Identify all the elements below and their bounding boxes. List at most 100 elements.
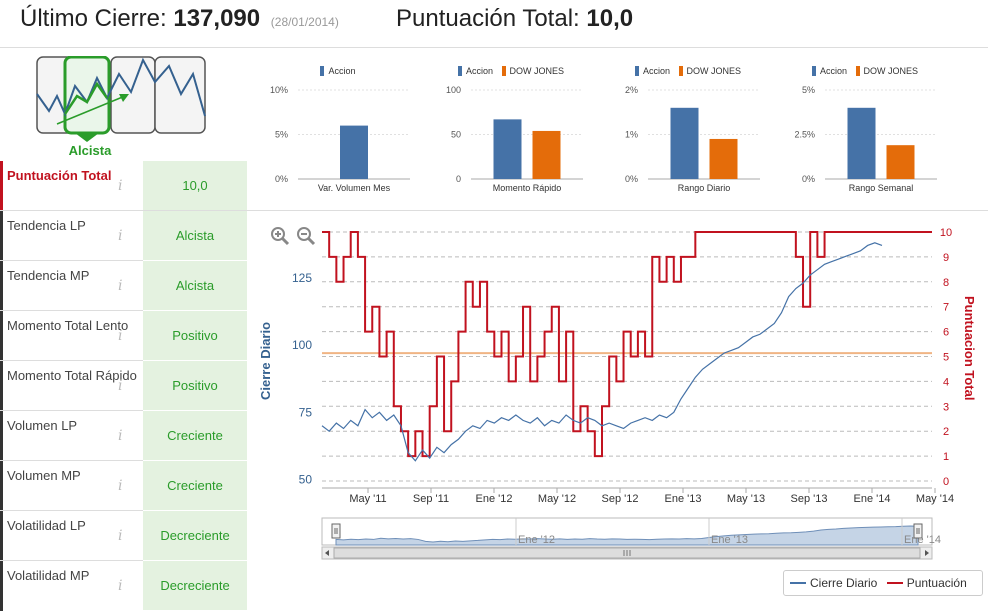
bar-chart: 10% 5% 0% Var. Volumen Mes: [270, 85, 410, 193]
navigator-label: Ene '13: [711, 534, 748, 546]
info-icon[interactable]: i: [118, 178, 123, 194]
main-chart-legend[interactable]: Cierre Diario Puntuación: [783, 570, 983, 596]
mini-chart: Accion DOW JONES 5% 2.5% 0% Rango Semanal: [777, 60, 947, 200]
rating-row-volumen-mp: Volumen MP i Creciente: [0, 461, 247, 511]
rating-value: Positivo: [143, 311, 247, 361]
rating-value: Decreciente: [143, 561, 247, 611]
rating-row-volatilidad-mp: Volatilidad MP i Decreciente: [0, 561, 247, 611]
y2-tick-label: 2: [943, 426, 949, 438]
legend-label: Accion: [819, 66, 847, 76]
scroll-left-arrow-icon: [325, 550, 329, 556]
rating-value: Positivo: [143, 361, 247, 411]
bar-accion: [340, 125, 368, 179]
zoom-out-icon[interactable]: [296, 226, 316, 246]
legend-swatch: [634, 66, 639, 76]
y-tick-label: 2%: [625, 85, 638, 95]
y2-tick-label: 1: [943, 451, 949, 463]
legend-swatch: [678, 66, 683, 76]
legend-line-swatch: [886, 582, 903, 584]
x-tick-label: Sep '13: [791, 493, 828, 505]
ratings-table: Puntuación Total i 10,0 Tendencia LP i A…: [0, 161, 247, 611]
total-score-value: 10,0: [586, 5, 634, 32]
x-tick-label: Ene '13: [665, 493, 702, 505]
info-icon[interactable]: i: [118, 378, 123, 394]
legend-label: Puntuación: [906, 576, 967, 590]
legend-label: Accion: [328, 66, 356, 76]
bar-dow-jones: [709, 138, 738, 179]
legend-label: DOW JONES: [686, 66, 742, 76]
x-tick-label: May '13: [727, 493, 765, 505]
x-tick-label: May '11: [349, 493, 386, 505]
rating-value: 10,0: [143, 161, 247, 211]
navigator-handle: [331, 523, 341, 539]
category-label: Momento Rápido: [493, 183, 562, 193]
rating-value: Alcista: [143, 261, 247, 311]
last-close-value: 137,090: [173, 5, 261, 32]
info-icon[interactable]: i: [118, 528, 123, 544]
legend-label: DOW JONES: [863, 66, 919, 76]
scrollbar-track: [321, 546, 933, 560]
y2-tick-label: 10: [940, 227, 952, 239]
navigator-frame: [321, 517, 933, 546]
y-axis-label-left: Cierre Diario: [258, 321, 273, 400]
y2-tick-label: 3: [943, 401, 949, 413]
bar-chart: 5% 2.5% 0% Rango Semanal: [794, 85, 937, 193]
y-tick-label: 125: [292, 271, 312, 285]
x-tick-label: Sep '12: [602, 493, 639, 505]
legend-swatch: [457, 66, 462, 76]
rating-label: Volatilidad LP: [0, 511, 143, 561]
y-tick-label: 10%: [270, 85, 288, 95]
x-tick-label: May '14: [916, 493, 954, 505]
y2-tick-label: 9: [943, 252, 949, 264]
info-icon[interactable]: i: [118, 428, 123, 444]
y-tick-label: 0%: [625, 174, 638, 184]
category-label: Rango Diario: [678, 183, 731, 193]
y-tick-label: 100: [292, 338, 312, 352]
x-tick-label: Sep '11: [413, 493, 449, 505]
y2-tick-label: 7: [943, 302, 949, 314]
y2-tick-label: 8: [943, 277, 949, 289]
rating-label: Tendencia LP: [0, 211, 143, 261]
chart-legend: Accion DOW JONES: [777, 66, 947, 76]
last-close-label: Último Cierre:: [20, 5, 167, 32]
info-icon[interactable]: i: [118, 578, 123, 594]
chart-legend: Accion DOW JONES: [423, 66, 593, 76]
divider: [0, 210, 988, 211]
rating-label: Volatilidad MP: [0, 561, 143, 611]
bar-accion: [493, 119, 522, 179]
zoom-in-icon[interactable]: [270, 226, 290, 246]
y-tick-label: 100: [446, 85, 461, 95]
scroll-right-arrow-icon: [925, 550, 929, 556]
y-tick-label: 5%: [802, 85, 815, 95]
rating-label: Tendencia MP: [0, 261, 143, 311]
rating-label: Volumen MP: [0, 461, 143, 511]
y-tick-label: 0: [456, 174, 461, 184]
x-tick-label: Ene '14: [854, 493, 891, 505]
info-icon[interactable]: i: [118, 228, 123, 244]
scrollbar-thumb: [333, 547, 921, 559]
y-tick-label: 50: [451, 130, 461, 140]
trend-badge-label: Alcista: [68, 143, 112, 158]
score-series-line: [322, 231, 932, 458]
bar-dow-jones: [532, 130, 561, 179]
last-close: Último Cierre: 137,090 (28/01/2014): [20, 5, 339, 33]
info-icon[interactable]: i: [118, 328, 123, 344]
rating-value: Decreciente: [143, 511, 247, 561]
legend-swatch: [320, 66, 325, 76]
chart-legend: Accion DOW JONES: [600, 66, 770, 76]
rating-value: Creciente: [143, 461, 247, 511]
rating-value: Creciente: [143, 411, 247, 461]
navigator-label: Ene '12: [518, 534, 555, 546]
info-icon[interactable]: i: [118, 478, 123, 494]
mini-chart: Accion DOW JONES 100 50 0 Momento Rápido: [423, 60, 593, 200]
legend-swatch: [501, 66, 506, 76]
y2-tick-label: 0: [943, 476, 949, 488]
y-tick-label: 0%: [802, 174, 815, 184]
x-tick-label: Ene '12: [476, 493, 513, 505]
y-tick-label: 2.5%: [794, 130, 815, 140]
info-icon[interactable]: i: [118, 278, 123, 294]
rating-row-volatilidad-lp: Volatilidad LP i Decreciente: [0, 511, 247, 561]
y-axis-label-right: Puntuacion Total: [962, 296, 977, 401]
rating-row-momento-lento: Momento Total Lento i Positivo: [0, 311, 247, 361]
navigator-handle: [913, 523, 923, 539]
